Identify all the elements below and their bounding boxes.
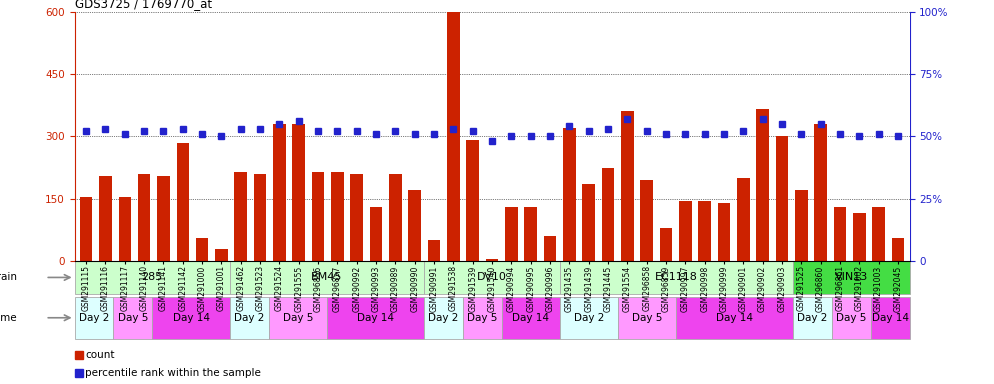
Bar [525, 207, 537, 261]
Bar [292, 124, 305, 261]
Bar [351, 174, 363, 261]
Bar [427, 240, 440, 261]
Text: Day 14: Day 14 [717, 313, 753, 323]
Bar [75, 296, 113, 339]
Text: Day 5: Day 5 [467, 313, 498, 323]
Text: count: count [85, 350, 115, 360]
Bar [113, 296, 152, 339]
Bar [327, 296, 424, 339]
Bar [138, 174, 150, 261]
Bar [253, 174, 266, 261]
Text: EC1118: EC1118 [655, 272, 698, 283]
Bar [80, 197, 92, 261]
Bar [679, 201, 692, 261]
Bar [273, 124, 285, 261]
Bar [699, 201, 711, 261]
Text: Day 2: Day 2 [79, 313, 109, 323]
Bar [424, 261, 560, 294]
Bar [560, 296, 618, 339]
Text: Day 5: Day 5 [282, 313, 313, 323]
Bar [795, 190, 807, 261]
Bar [75, 261, 230, 294]
Bar [871, 296, 910, 339]
Text: BM45: BM45 [311, 272, 343, 283]
Bar [618, 296, 677, 339]
Text: Day 14: Day 14 [357, 313, 394, 323]
Bar [409, 190, 421, 261]
Bar [502, 296, 560, 339]
Bar [718, 203, 731, 261]
Text: Day 2: Day 2 [428, 313, 458, 323]
Bar [230, 296, 268, 339]
Bar [601, 167, 614, 261]
Text: Day 14: Day 14 [872, 313, 909, 323]
Text: Day 14: Day 14 [512, 313, 550, 323]
Bar [196, 238, 209, 261]
Text: Day 5: Day 5 [836, 313, 867, 323]
Bar [177, 142, 189, 261]
Bar [563, 128, 576, 261]
Bar [660, 228, 672, 261]
Text: Day 2: Day 2 [574, 313, 604, 323]
Text: Day 2: Day 2 [797, 313, 828, 323]
Text: 285: 285 [141, 272, 163, 283]
Bar [640, 180, 653, 261]
Bar [834, 207, 846, 261]
Bar [544, 236, 557, 261]
Bar [793, 296, 832, 339]
Bar [756, 109, 769, 261]
Bar [677, 296, 793, 339]
Text: time: time [0, 313, 18, 323]
Bar [775, 136, 788, 261]
Text: DV10: DV10 [477, 272, 507, 283]
Text: percentile rank within the sample: percentile rank within the sample [85, 367, 261, 377]
Bar [832, 296, 871, 339]
Bar [215, 249, 228, 261]
Bar [505, 207, 518, 261]
Text: Day 5: Day 5 [632, 313, 663, 323]
Bar [892, 238, 905, 261]
Bar [853, 213, 866, 261]
Bar [793, 261, 910, 294]
Text: strain: strain [0, 272, 18, 283]
Bar [331, 172, 344, 261]
Bar [447, 12, 459, 261]
Bar [466, 141, 479, 261]
Bar [389, 174, 402, 261]
Bar [621, 111, 633, 261]
Bar [118, 197, 131, 261]
Text: Day 14: Day 14 [173, 313, 210, 323]
Bar [424, 296, 463, 339]
Bar [230, 261, 424, 294]
Bar [312, 172, 324, 261]
Bar [814, 124, 827, 261]
Bar [560, 261, 793, 294]
Bar [235, 172, 248, 261]
Bar [486, 259, 498, 261]
Bar [873, 207, 885, 261]
Text: Day 2: Day 2 [235, 313, 264, 323]
Text: VIN13: VIN13 [835, 272, 868, 283]
Bar [582, 184, 595, 261]
Bar [152, 296, 230, 339]
Bar [370, 207, 383, 261]
Bar [737, 178, 749, 261]
Text: Day 5: Day 5 [117, 313, 148, 323]
Bar [99, 176, 111, 261]
Bar [463, 296, 502, 339]
Text: GDS3725 / 1769770_at: GDS3725 / 1769770_at [75, 0, 212, 10]
Bar [157, 176, 170, 261]
Bar [268, 296, 327, 339]
